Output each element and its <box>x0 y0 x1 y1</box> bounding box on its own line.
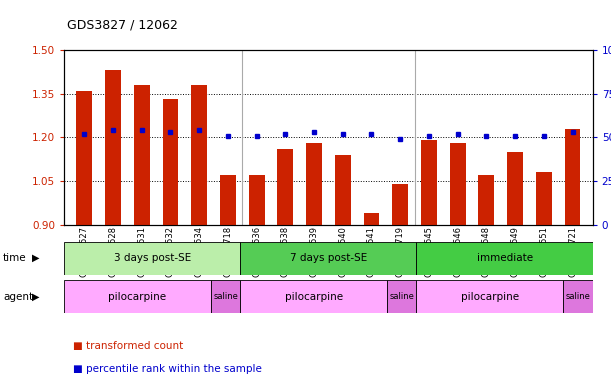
Bar <box>335 155 351 225</box>
Bar <box>277 149 293 225</box>
Bar <box>387 280 417 313</box>
Text: 7 days post-SE: 7 days post-SE <box>290 253 367 263</box>
Text: pilocarpine: pilocarpine <box>461 291 519 302</box>
Bar <box>536 172 552 225</box>
Text: pilocarpine: pilocarpine <box>109 291 167 302</box>
Bar <box>417 280 563 313</box>
Bar <box>417 242 593 275</box>
Bar <box>478 175 494 225</box>
Bar <box>563 280 593 313</box>
Text: time: time <box>3 253 27 263</box>
Bar <box>211 280 240 313</box>
Bar <box>240 242 417 275</box>
Bar <box>364 213 379 225</box>
Text: 3 days post-SE: 3 days post-SE <box>114 253 191 263</box>
Bar <box>220 175 236 225</box>
Bar <box>64 280 211 313</box>
Text: saline: saline <box>389 292 414 301</box>
Text: ▶: ▶ <box>32 253 39 263</box>
Bar <box>249 175 265 225</box>
Bar <box>507 152 523 225</box>
Text: ■ transformed count: ■ transformed count <box>73 341 183 351</box>
Bar <box>76 91 92 225</box>
Bar <box>565 129 580 225</box>
Bar <box>450 143 466 225</box>
Text: saline: saline <box>213 292 238 301</box>
Text: ▶: ▶ <box>32 291 39 302</box>
Bar <box>163 99 178 225</box>
Bar <box>421 140 437 225</box>
Bar <box>134 85 150 225</box>
Bar <box>392 184 408 225</box>
Text: ■ percentile rank within the sample: ■ percentile rank within the sample <box>73 364 262 374</box>
Text: saline: saline <box>566 292 590 301</box>
Bar <box>105 70 121 225</box>
Bar <box>191 85 207 225</box>
Text: pilocarpine: pilocarpine <box>285 291 343 302</box>
Text: agent: agent <box>3 291 33 302</box>
Bar <box>306 143 322 225</box>
Text: immediate: immediate <box>477 253 533 263</box>
Bar <box>240 280 387 313</box>
Bar <box>64 242 240 275</box>
Text: GDS3827 / 12062: GDS3827 / 12062 <box>67 18 178 31</box>
